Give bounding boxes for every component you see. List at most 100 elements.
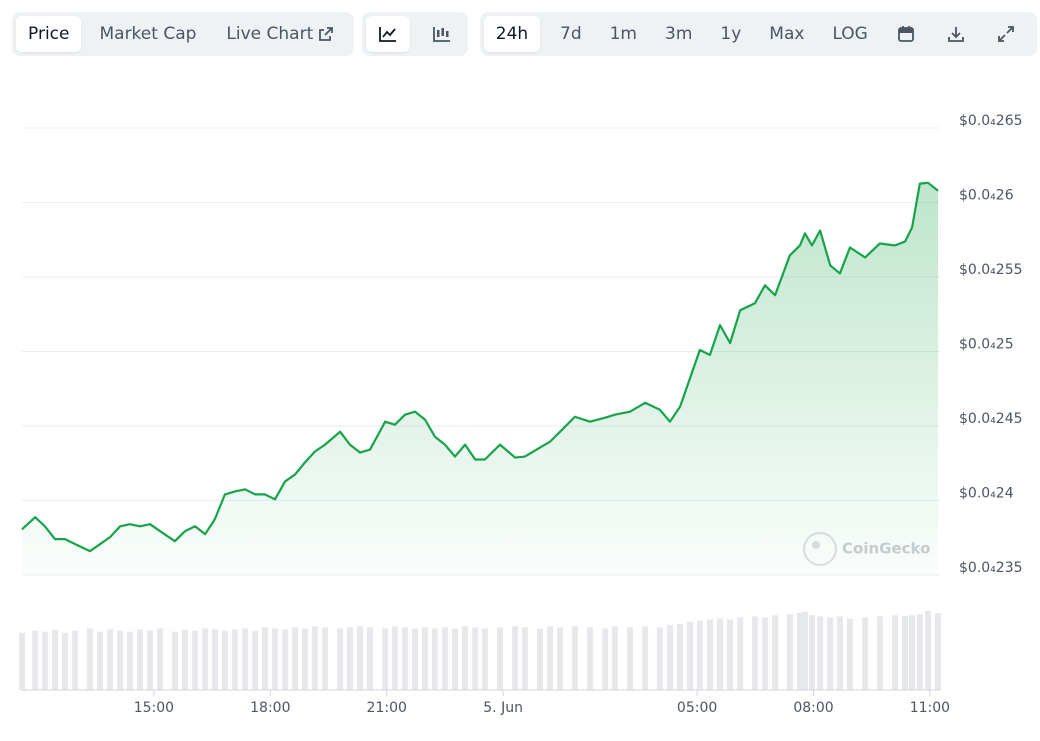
x-tick-label: 5. Jun — [483, 700, 523, 716]
line-chart-button[interactable] — [366, 16, 410, 52]
volume-bar — [557, 627, 564, 690]
volume-bar — [412, 628, 419, 690]
range-1y[interactable]: 1y — [720, 24, 742, 44]
log-toggle[interactable]: LOG — [832, 24, 868, 44]
volume-bar — [481, 628, 488, 690]
volume-bar — [147, 630, 154, 690]
plot — [21, 181, 939, 575]
volume-bar — [909, 615, 916, 690]
watermark-logo-eye — [812, 541, 820, 549]
volume-bar — [401, 627, 408, 690]
volume-bar — [117, 630, 124, 690]
volume-bar — [232, 629, 239, 690]
calendar-button[interactable] — [884, 16, 928, 52]
x-tick-label: 08:00 — [793, 700, 833, 716]
fullscreen-button[interactable] — [984, 16, 1028, 52]
range-tabs: 24h 7d 1m 3m 1y Max LOG — [480, 12, 1037, 56]
volume-bar — [836, 616, 843, 690]
watermark: CoinGecko — [803, 532, 930, 566]
volume-bar — [666, 625, 673, 690]
volume-bar — [602, 628, 609, 690]
volume-bar — [382, 628, 389, 690]
range-1m[interactable]: 1m — [609, 24, 637, 44]
y-tick-label: $0.0₄245 — [959, 411, 1023, 427]
volume-bar — [916, 614, 923, 690]
volume-bar — [202, 628, 209, 690]
volume-bar — [935, 613, 942, 690]
volume-bar — [521, 627, 528, 690]
volume-bar — [157, 628, 164, 690]
volume-bar — [801, 611, 808, 690]
y-tick-label: $0.0₄235 — [959, 560, 1023, 576]
volume-bar — [431, 628, 438, 690]
price-area — [22, 182, 939, 575]
volume-bar — [261, 627, 268, 690]
volume-bar — [391, 626, 398, 690]
volume-bar — [677, 624, 684, 690]
volume-bar — [497, 627, 504, 690]
volume-bar — [902, 616, 909, 690]
volume-bar — [706, 619, 713, 690]
x-tick-label: 18:00 — [250, 700, 290, 716]
volume-bar — [107, 629, 114, 690]
candle-chart-button[interactable] — [420, 16, 464, 52]
volume-bar — [51, 629, 58, 690]
watermark-text: CoinGecko — [842, 540, 930, 558]
volume-bar — [441, 627, 448, 690]
tab-market-cap[interactable]: Market Cap — [99, 24, 197, 44]
volume-bars — [19, 610, 942, 690]
tab-live-chart[interactable]: Live Chart — [214, 16, 337, 52]
volume-bar — [221, 630, 228, 690]
volume-bar — [846, 618, 853, 690]
x-tick-label: 05:00 — [677, 700, 717, 716]
volume-bar — [817, 616, 824, 690]
volume-bar — [772, 615, 779, 690]
volume-bar — [19, 632, 25, 690]
download-button[interactable] — [934, 16, 978, 52]
volume-bar — [862, 617, 869, 690]
volume-bar — [252, 630, 259, 690]
volume-bar — [587, 627, 594, 690]
volume-bar — [827, 617, 834, 690]
volume-bar — [86, 628, 93, 690]
price-line — [21, 181, 939, 553]
tab-price[interactable]: Price — [16, 16, 82, 52]
volume-bar — [96, 631, 103, 690]
volume-bar — [656, 627, 663, 690]
volume-bar — [337, 628, 344, 690]
volume-bar — [547, 626, 554, 690]
range-24h[interactable]: 24h — [484, 16, 540, 52]
volume-bar — [136, 629, 143, 690]
volume-bar — [737, 617, 744, 690]
x-tick-label: 21:00 — [367, 700, 407, 716]
y-tick-label: $0.0₄24 — [959, 486, 1014, 502]
volume-bar — [796, 613, 803, 690]
volume-bar — [346, 627, 353, 690]
range-max[interactable]: Max — [769, 24, 805, 44]
volume-bar — [536, 628, 543, 690]
volume-bar — [891, 615, 898, 690]
volume-bar — [72, 630, 79, 690]
expand-icon — [997, 26, 1014, 42]
range-3m[interactable]: 3m — [665, 24, 693, 44]
volume-bar — [727, 619, 734, 690]
volume-bar — [571, 626, 578, 690]
volume-bar — [452, 628, 459, 690]
label: Live Chart — [226, 24, 314, 44]
x-tick-label: 15:00 — [134, 700, 174, 716]
range-7d[interactable]: 7d — [560, 24, 582, 44]
volume-bar — [62, 632, 69, 690]
volume-bar — [422, 627, 429, 690]
volume-bar — [301, 628, 308, 690]
volume-bar — [924, 610, 931, 690]
volume-bar — [311, 626, 318, 690]
y-tick-label: $0.0₄255 — [959, 262, 1023, 278]
volume-bar — [472, 627, 479, 690]
volume-bar — [322, 627, 329, 690]
y-tick-label: $0.0₄25 — [959, 337, 1014, 353]
volume-bar — [786, 614, 793, 690]
volume-bar — [762, 617, 769, 690]
watermark-logo — [803, 532, 837, 566]
candle-icon — [433, 27, 450, 42]
volume-bar — [626, 627, 633, 690]
